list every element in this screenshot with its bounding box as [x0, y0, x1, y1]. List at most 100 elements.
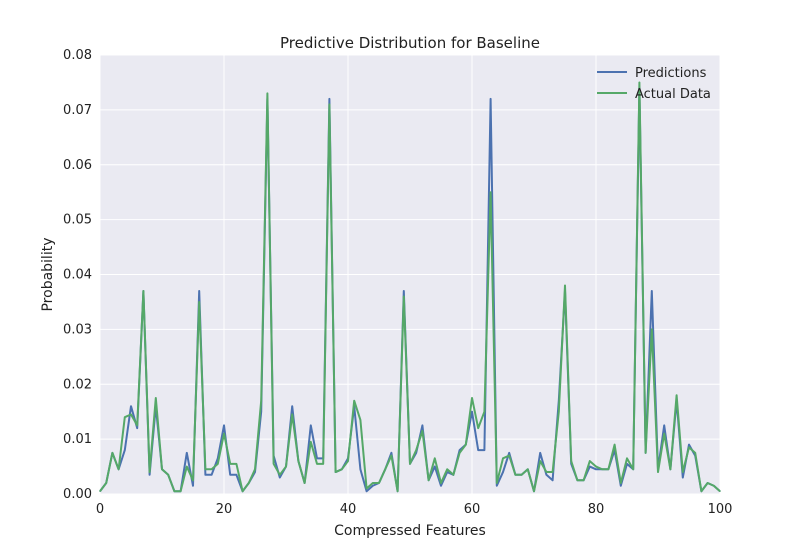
data-point	[539, 452, 541, 454]
data-point	[130, 413, 132, 416]
data-point	[508, 452, 510, 454]
data-point	[186, 452, 188, 454]
data-point	[310, 424, 312, 427]
data-point	[638, 81, 641, 84]
data-point	[335, 471, 337, 473]
data-point	[527, 468, 529, 470]
data-point	[614, 444, 616, 446]
data-point	[390, 454, 392, 457]
data-point	[558, 411, 560, 413]
data-point	[477, 449, 479, 451]
data-point	[186, 465, 188, 468]
x-tick-label: 0	[96, 502, 104, 517]
data-point	[316, 463, 318, 465]
y-tick-label: 0.04	[63, 268, 92, 283]
data-point	[304, 482, 306, 484]
data-point	[248, 482, 250, 484]
chart-title: Predictive Distribution for Baseline	[280, 34, 540, 52]
data-point	[403, 290, 405, 292]
data-point	[266, 92, 268, 95]
data-point	[700, 490, 703, 492]
data-point	[99, 490, 101, 492]
data-point	[397, 490, 399, 492]
legend-label: Actual Data	[635, 87, 711, 102]
data-point	[477, 427, 479, 429]
data-point	[601, 468, 603, 470]
data-point	[359, 419, 361, 421]
data-point	[242, 490, 244, 492]
data-point	[663, 433, 665, 435]
y-tick-label: 0.05	[63, 213, 92, 228]
data-point	[415, 449, 417, 451]
data-point	[130, 405, 132, 407]
data-point	[490, 191, 492, 193]
data-point	[291, 405, 293, 407]
data-point	[223, 424, 225, 427]
x-tick-label: 40	[340, 502, 357, 517]
data-point	[322, 463, 324, 465]
data-point	[353, 400, 355, 402]
data-point	[366, 490, 368, 492]
y-tick-label: 0.01	[63, 432, 92, 447]
data-point	[508, 454, 510, 457]
data-point	[620, 482, 622, 484]
data-point	[688, 446, 690, 448]
data-point	[595, 465, 597, 468]
data-point	[539, 460, 541, 462]
x-tick-label: 20	[216, 502, 233, 517]
data-point	[682, 476, 684, 479]
data-point	[421, 430, 423, 432]
data-point	[676, 394, 678, 396]
data-point	[273, 463, 275, 465]
data-point	[372, 485, 374, 487]
data-point	[589, 460, 591, 462]
data-point	[204, 474, 206, 476]
data-point	[142, 290, 144, 292]
data-point	[719, 490, 721, 492]
data-point	[707, 482, 709, 484]
data-point	[521, 474, 523, 476]
data-point	[576, 479, 579, 481]
data-point	[645, 452, 647, 454]
y-tick-label: 0.08	[63, 48, 92, 63]
data-point	[149, 474, 151, 476]
data-point	[217, 463, 219, 465]
data-point	[149, 471, 151, 473]
legend-label: Predictions	[635, 66, 707, 81]
data-point	[496, 485, 498, 487]
data-point	[440, 485, 442, 487]
data-point	[192, 485, 194, 487]
data-point	[440, 482, 442, 484]
data-point	[211, 468, 213, 470]
y-tick-label: 0.06	[63, 158, 92, 173]
data-point	[434, 465, 436, 468]
series-lines	[99, 81, 721, 493]
data-point	[607, 468, 610, 470]
data-point	[471, 397, 473, 399]
data-point	[483, 411, 485, 413]
data-point	[589, 465, 591, 468]
data-point	[502, 471, 504, 473]
y-tick-label: 0.03	[63, 322, 92, 337]
data-point	[651, 328, 653, 330]
data-point	[384, 468, 386, 470]
data-point	[428, 479, 430, 481]
data-point	[403, 295, 405, 298]
data-point	[583, 479, 585, 481]
data-point	[347, 460, 349, 462]
data-point	[465, 444, 467, 446]
data-point	[694, 452, 696, 454]
data-point	[180, 490, 182, 492]
data-point	[514, 474, 517, 476]
y-tick-label: 0.00	[63, 487, 92, 502]
x-tick-labels: 0 20 40 60 80 100	[96, 502, 733, 517]
legend: Predictions Actual Data	[597, 66, 711, 102]
data-point	[372, 482, 374, 484]
data-point	[223, 433, 225, 435]
y-tick-label: 0.07	[63, 103, 92, 118]
data-point	[211, 474, 213, 476]
data-point	[341, 468, 343, 470]
legend-item: Predictions	[597, 66, 707, 81]
data-point	[173, 490, 175, 492]
